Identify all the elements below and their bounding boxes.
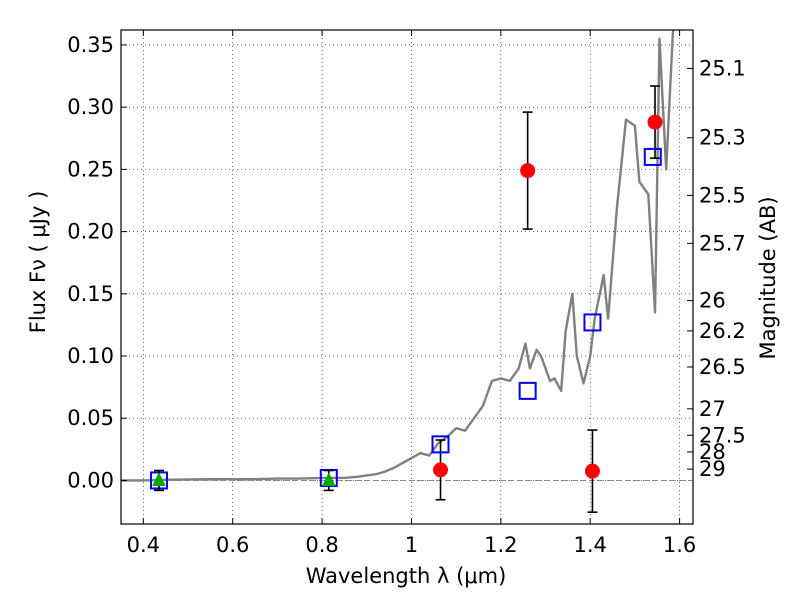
x-tick-label: 0.6 (216, 533, 249, 557)
y2-tick-label: 25.1 (699, 56, 746, 80)
y-tick-label: 0.30 (67, 95, 114, 119)
y-tick-label: 0.10 (67, 344, 114, 368)
y2-tick-label: 26.5 (699, 355, 746, 379)
x-tick-label: 1 (405, 533, 418, 557)
x-tick-label: 1.6 (663, 533, 696, 557)
data-layer (121, 30, 675, 513)
model-point-square (431, 435, 450, 454)
y-tick-label: 0.20 (67, 220, 114, 244)
photometry-point-triangle (152, 472, 166, 486)
y-tick-label: 0.25 (67, 157, 114, 181)
ticks-layer: 0.4 0.6 0.8 1 1.2 1.4 1.6 0.00 0.05 0.10 0.15 0.20 0… (67, 30, 746, 557)
plot-frame (120, 29, 694, 525)
x-tick-label: 0.8 (305, 533, 338, 557)
clipped-data (121, 30, 675, 513)
y2-tick-label: 29 (699, 457, 726, 481)
model-point-square (583, 313, 602, 332)
model-spectrum-line (121, 30, 675, 482)
photometry-point-circle (647, 114, 663, 130)
y2-tick-label: 25.3 (699, 126, 746, 150)
model-point-square (643, 147, 662, 166)
y2-tick-label: 28 (699, 440, 726, 464)
photometry-point-triangle (321, 472, 336, 486)
photometry-point-circle (433, 462, 449, 478)
y2-tick-label: 27.5 (699, 423, 746, 447)
y-axis-label: Flux Fν ( μJy ) (26, 191, 50, 334)
y2-tick-label: 27 (699, 397, 726, 421)
y2-tick-label: 26 (699, 289, 726, 313)
photometry-point-circle (584, 463, 600, 479)
y2-axis-label: Magnitude (AB) (756, 196, 780, 359)
y-tick-label: 0.15 (67, 282, 114, 306)
model-point-square (518, 381, 537, 400)
x-tick-label: 0.4 (127, 533, 160, 557)
grid-layer (121, 30, 693, 524)
y-tick-label: 0.35 (67, 33, 114, 57)
x-tick-label: 1.4 (574, 533, 607, 557)
y2-tick-label: 25.5 (699, 183, 746, 207)
x-axis-label: Wavelength λ (μm) (306, 564, 507, 588)
y2-tick-label: 25.7 (699, 231, 746, 255)
photometry-point-circle (520, 163, 536, 179)
y2-tick-label: 26.2 (699, 319, 746, 343)
x-tick-label: 1.2 (484, 533, 517, 557)
y-tick-label: 0.05 (67, 406, 114, 430)
y-tick-label: 0.00 (67, 468, 114, 492)
